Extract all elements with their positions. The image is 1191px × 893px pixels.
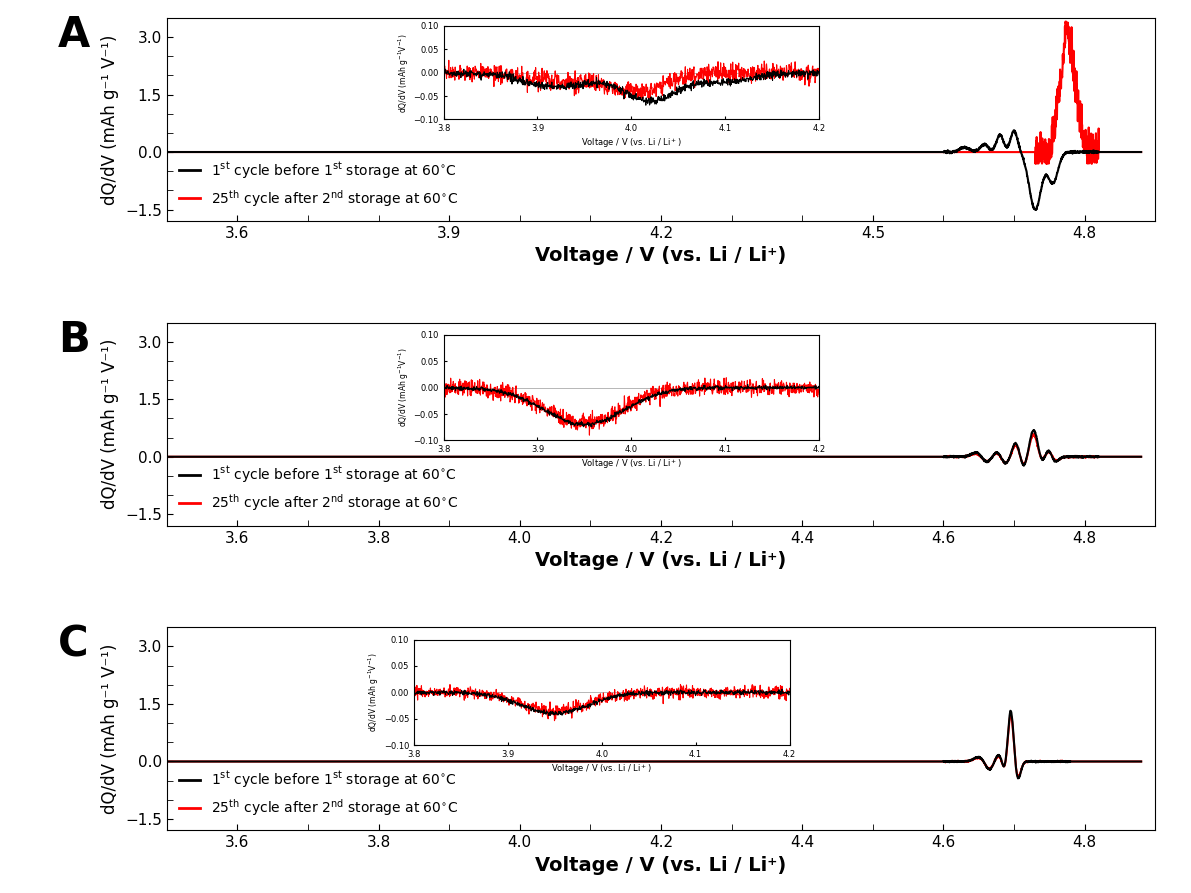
X-axis label: Voltage / V (vs. Li / Li⁺): Voltage / V (vs. Li / Li⁺) xyxy=(536,855,786,875)
Text: C: C xyxy=(58,623,88,665)
Legend: 1$^{\rm st}$ cycle before 1$^{\rm st}$ storage at 60$^{\circ}$C, 25$^{\rm th}$ c: 1$^{\rm st}$ cycle before 1$^{\rm st}$ s… xyxy=(174,459,463,519)
Legend: 1$^{\rm st}$ cycle before 1$^{\rm st}$ storage at 60$^{\circ}$C, 25$^{\rm th}$ c: 1$^{\rm st}$ cycle before 1$^{\rm st}$ s… xyxy=(174,764,463,823)
X-axis label: Voltage / V (vs. Li / Li⁺): Voltage / V (vs. Li / Li⁺) xyxy=(536,246,786,265)
Y-axis label: dQ/dV (mAh g⁻¹ V⁻¹): dQ/dV (mAh g⁻¹ V⁻¹) xyxy=(101,339,119,509)
Text: A: A xyxy=(58,13,91,55)
X-axis label: Voltage / V (vs. Li / Li⁺): Voltage / V (vs. Li / Li⁺) xyxy=(536,551,786,570)
Y-axis label: dQ/dV (mAh g⁻¹ V⁻¹): dQ/dV (mAh g⁻¹ V⁻¹) xyxy=(101,644,119,814)
Text: B: B xyxy=(58,319,89,361)
Legend: 1$^{\rm st}$ cycle before 1$^{\rm st}$ storage at 60$^{\circ}$C, 25$^{\rm th}$ c: 1$^{\rm st}$ cycle before 1$^{\rm st}$ s… xyxy=(174,154,463,214)
Y-axis label: dQ/dV (mAh g⁻¹ V⁻¹): dQ/dV (mAh g⁻¹ V⁻¹) xyxy=(101,34,119,204)
